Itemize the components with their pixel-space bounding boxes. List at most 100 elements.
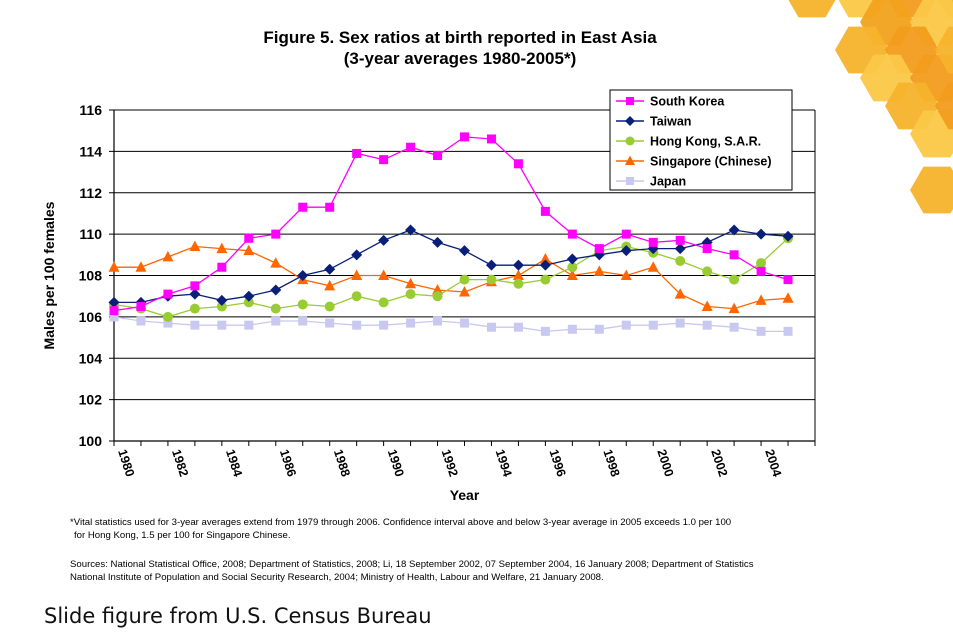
data-point bbox=[190, 320, 200, 330]
data-point bbox=[405, 277, 417, 289]
data-point bbox=[620, 269, 632, 280]
data-point bbox=[540, 274, 551, 285]
data-point bbox=[378, 234, 390, 246]
data-point bbox=[512, 269, 524, 280]
data-point bbox=[271, 316, 281, 326]
data-point bbox=[782, 230, 794, 242]
legend-label: Japan bbox=[650, 175, 686, 189]
data-point bbox=[244, 233, 254, 243]
legend-marker bbox=[625, 116, 635, 126]
chart-subtitle: (3-year averages 1980-2005*) bbox=[343, 49, 577, 68]
data-point bbox=[433, 151, 443, 161]
legend-marker bbox=[625, 155, 635, 165]
y-tick-label: 112 bbox=[79, 185, 102, 201]
data-point bbox=[352, 148, 362, 158]
data-point bbox=[405, 224, 417, 236]
data-point bbox=[109, 312, 119, 322]
sources-line: Sources: National Statistical Office, 20… bbox=[70, 559, 754, 570]
x-tick-label: 1988 bbox=[331, 448, 353, 479]
x-tick-label: 1990 bbox=[385, 448, 407, 479]
data-point bbox=[189, 240, 201, 252]
data-point bbox=[432, 283, 444, 295]
data-point bbox=[567, 324, 577, 334]
data-point bbox=[675, 256, 686, 267]
x-tick-label: 1984 bbox=[223, 448, 245, 479]
data-point bbox=[216, 294, 228, 306]
data-point bbox=[297, 270, 309, 281]
data-point bbox=[566, 269, 578, 280]
data-point bbox=[701, 300, 713, 312]
data-point bbox=[216, 242, 228, 254]
data-point bbox=[594, 324, 604, 334]
plot-area: 100 102 104 106 108 110 112 114 116 1980 1982 1984 1… bbox=[41, 89, 816, 503]
data-point bbox=[459, 274, 470, 285]
y-tick-label: 106 bbox=[79, 309, 103, 325]
data-point bbox=[298, 316, 308, 326]
data-point bbox=[513, 322, 523, 332]
x-tick-label: 1996 bbox=[547, 448, 569, 479]
data-point bbox=[270, 284, 282, 296]
data-point bbox=[162, 311, 173, 322]
data-point bbox=[378, 269, 390, 280]
data-point bbox=[702, 266, 713, 277]
data-point bbox=[782, 292, 794, 303]
x-axis-label: Year bbox=[450, 487, 480, 503]
data-point bbox=[486, 274, 497, 285]
y-tick-label: 102 bbox=[79, 392, 103, 408]
data-point bbox=[728, 302, 740, 314]
data-point bbox=[756, 326, 766, 336]
data-point bbox=[512, 259, 524, 271]
honeycomb-decoration bbox=[788, 0, 953, 214]
data-point bbox=[352, 320, 362, 330]
data-point bbox=[297, 299, 308, 310]
legend: South Korea Taiwan Hong Kong, S.A.R. Singap… bbox=[609, 89, 793, 191]
footnote-line: for Hong Kong, 1.5 per 100 for Singapore… bbox=[74, 529, 291, 541]
data-point bbox=[485, 259, 497, 271]
data-point bbox=[540, 326, 550, 336]
data-point bbox=[594, 244, 604, 254]
series-line bbox=[114, 245, 789, 310]
data-point bbox=[379, 320, 389, 330]
data-point bbox=[379, 155, 389, 165]
sources-note: Sources: National Statistical Office, 20… bbox=[70, 559, 930, 584]
data-point bbox=[539, 259, 551, 271]
legend-label: Hong Kong, S.A.R. bbox=[650, 135, 761, 149]
data-point bbox=[539, 252, 551, 264]
data-point bbox=[702, 320, 712, 330]
data-point bbox=[243, 297, 254, 308]
data-point bbox=[756, 266, 766, 276]
data-point bbox=[270, 257, 282, 268]
series-japan bbox=[109, 312, 793, 336]
honeycomb-hexagon bbox=[910, 110, 953, 158]
data-point bbox=[567, 262, 578, 273]
data-point bbox=[460, 132, 469, 142]
x-tick-label: 2002 bbox=[708, 448, 730, 479]
data-point bbox=[432, 236, 444, 248]
sources-line: National Institute of Population and Soc… bbox=[70, 571, 604, 583]
legend-marker bbox=[625, 136, 635, 146]
x-tick-label: 1982 bbox=[169, 448, 191, 479]
honeycomb-hexagon bbox=[788, 0, 836, 18]
data-point bbox=[108, 261, 120, 272]
data-point bbox=[621, 229, 631, 239]
data-point bbox=[108, 296, 120, 308]
data-point bbox=[648, 237, 658, 247]
data-point bbox=[675, 318, 685, 328]
data-point bbox=[729, 250, 739, 260]
y-tick-label: 114 bbox=[79, 143, 102, 159]
honeycomb-hexagon bbox=[935, 82, 953, 130]
data-point bbox=[755, 228, 767, 240]
data-point bbox=[136, 302, 146, 312]
data-point bbox=[459, 245, 470, 257]
y-tick-label: 108 bbox=[79, 268, 103, 284]
slide-caption: Slide figure from U.S. Census Bureau bbox=[44, 604, 432, 628]
data-point bbox=[163, 289, 173, 299]
data-point bbox=[351, 269, 363, 280]
data-point bbox=[406, 318, 416, 328]
data-point bbox=[621, 320, 631, 330]
y-tick-label: 116 bbox=[79, 102, 102, 118]
data-point bbox=[755, 294, 767, 305]
x-tick-label: 1980 bbox=[115, 448, 137, 479]
honeycomb-hexagon bbox=[910, 166, 953, 214]
